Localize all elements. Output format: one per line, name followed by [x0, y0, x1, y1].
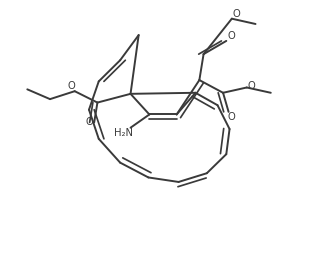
Text: O: O	[228, 112, 236, 122]
Text: O: O	[85, 117, 93, 127]
Text: H₂N: H₂N	[114, 128, 133, 138]
Text: O: O	[67, 81, 75, 91]
Text: O: O	[232, 10, 240, 19]
Text: O: O	[247, 81, 255, 91]
Text: O: O	[227, 31, 235, 41]
